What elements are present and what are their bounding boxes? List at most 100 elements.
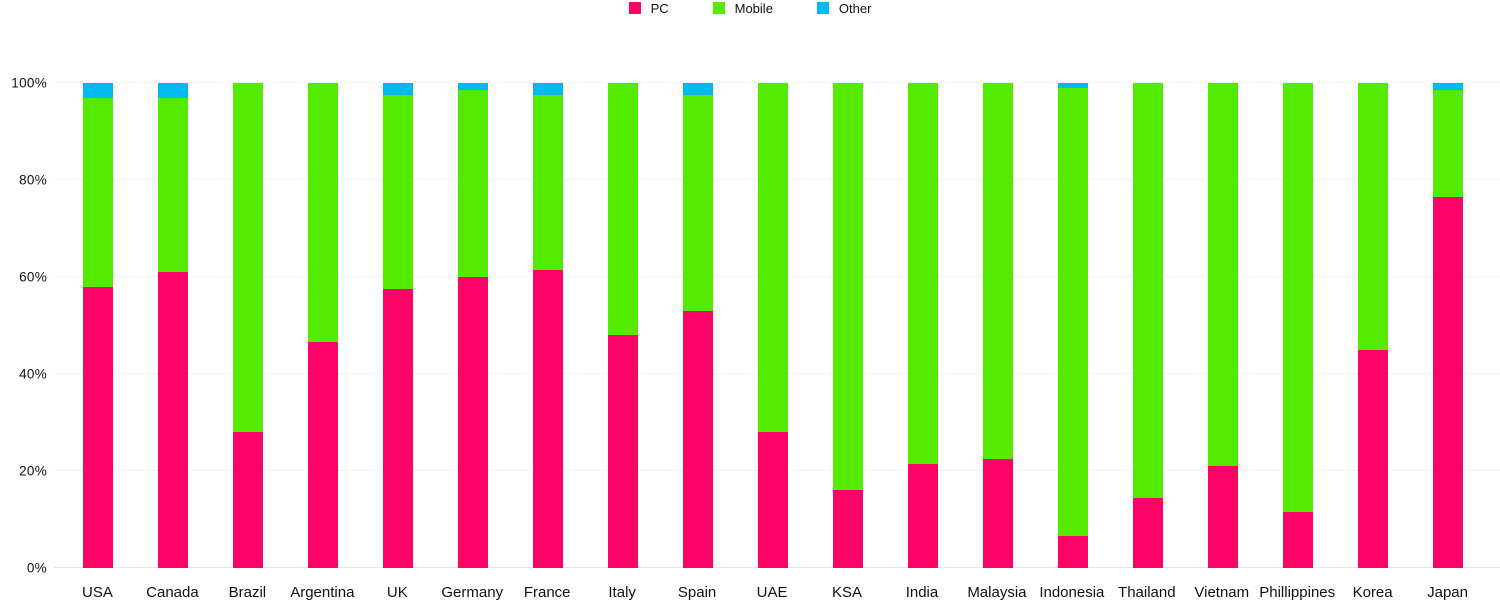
y-tick-label-60: 60% (19, 269, 47, 285)
bar-segment-pc-canada (157, 272, 188, 568)
bar-vietnam (1207, 83, 1238, 568)
y-tick-label-40: 40% (19, 366, 47, 382)
bar-segment-mobile-thailand (1132, 83, 1163, 498)
bar-segment-pc-uk (382, 289, 413, 568)
y-axis: 0% 20% 40% 60% 80% 100% (0, 76, 47, 576)
x-tick-label-indonesia: Indonesia (1039, 584, 1105, 601)
bar-segment-other-germany (457, 83, 488, 91)
legend-swatch-icon (816, 2, 829, 14)
bar-segment-pc-italy (607, 335, 638, 568)
y-tick-label-100: 100% (11, 75, 47, 91)
legend-item-mobile[interactable]: Mobile (712, 0, 773, 16)
bar-brazil (232, 83, 263, 568)
bar-canada (157, 83, 188, 568)
bar-segment-pc-germany (457, 277, 488, 568)
bar-segment-pc-spain (682, 310, 713, 568)
bar-malaysia (982, 83, 1013, 568)
bar-japan (1432, 83, 1463, 568)
bar-slot-ksa (810, 83, 885, 568)
bar-segment-pc-phillippines (1282, 512, 1313, 568)
bar-argentina (307, 83, 338, 568)
legend-swatch-icon (628, 2, 641, 14)
bar-thailand (1132, 83, 1163, 568)
bar-uae (757, 83, 788, 568)
bar-slot-phillippines (1260, 83, 1335, 568)
bar-phillippines (1282, 83, 1313, 568)
bar-slot-france (510, 83, 585, 568)
bar-slot-uk (360, 83, 435, 568)
bar-slot-germany (435, 83, 510, 568)
bar-slot-indonesia (1035, 83, 1110, 568)
bar-germany (457, 83, 488, 568)
x-tick-label-germany: Germany (441, 584, 504, 601)
x-tick-label-brazil: Brazil (228, 584, 267, 601)
legend-item-other[interactable]: Other (816, 0, 872, 16)
bar-segment-pc-india (907, 463, 938, 568)
bar-segment-mobile-france (532, 95, 563, 270)
bar-italy (607, 83, 638, 568)
bar-segment-other-indonesia (1057, 83, 1088, 88)
y-tick-label-0: 0% (26, 560, 47, 576)
legend-label: Mobile (734, 0, 773, 16)
bar-korea (1357, 83, 1388, 568)
legend-item-pc[interactable]: PC (628, 0, 669, 16)
bar-segment-mobile-spain (682, 95, 713, 311)
y-tick-label-80: 80% (19, 172, 47, 188)
x-tick-label-argentina: Argentina (290, 584, 355, 601)
x-tick-label-italy: Italy (608, 584, 636, 601)
bar-slot-uae (735, 83, 810, 568)
x-tick-label-spain: Spain (677, 584, 717, 601)
bar-segment-mobile-uae (757, 83, 788, 433)
bar-india (907, 83, 938, 568)
bar-segment-pc-vietnam (1207, 466, 1238, 568)
bar-slot-japan (1410, 83, 1485, 568)
bar-segment-pc-korea (1357, 349, 1388, 568)
bar-slot-malaysia (960, 83, 1035, 568)
bar-slot-canada (135, 83, 210, 568)
x-tick-label-japan: Japan (1427, 584, 1468, 601)
bar-segment-mobile-vietnam (1207, 83, 1238, 467)
x-tick-label-korea: Korea (1352, 584, 1393, 601)
bar-slot-vietnam (1185, 83, 1260, 568)
bar-segment-other-canada (157, 83, 188, 98)
bar-segment-pc-usa (82, 286, 113, 568)
x-tick-label-malaysia: Malaysia (967, 584, 1027, 601)
bar-usa (82, 83, 113, 568)
bar-slot-thailand (1110, 83, 1185, 568)
bar-segment-mobile-indonesia (1057, 87, 1088, 537)
bar-segment-mobile-germany (457, 90, 488, 277)
bar-segment-mobile-brazil (232, 83, 263, 433)
bar-slot-korea (1335, 83, 1410, 568)
bar-slot-india (885, 83, 960, 568)
bar-slot-italy (585, 83, 660, 568)
bar-segment-mobile-uk (382, 95, 413, 290)
y-tick-label-20: 20% (19, 463, 47, 479)
bar-segment-mobile-malaysia (982, 83, 1013, 459)
bar-segment-mobile-canada (157, 97, 188, 273)
bar-segment-mobile-argentina (307, 83, 338, 343)
bar-segment-pc-ksa (832, 490, 863, 568)
bar-segment-other-japan (1432, 83, 1463, 91)
bar-segment-mobile-italy (607, 83, 638, 336)
bar-segment-pc-uae (757, 432, 788, 568)
bar-segment-mobile-korea (1357, 83, 1388, 350)
bar-segment-other-uk (382, 83, 413, 96)
bar-slot-spain (660, 83, 735, 568)
legend-label: PC (650, 0, 669, 16)
bar-segment-pc-malaysia (982, 458, 1013, 568)
x-tick-label-phillippines: Phillippines (1259, 584, 1336, 601)
bar-indonesia (1057, 83, 1088, 568)
x-axis: USA Canada Brazil Argentina UK Germany France I… (60, 584, 1485, 601)
bar-segment-pc-argentina (307, 342, 338, 568)
bar-segment-mobile-japan (1432, 90, 1463, 197)
x-tick-label-canada: Canada (146, 584, 199, 601)
bar-segment-mobile-phillippines (1282, 83, 1313, 513)
x-tick-label-usa: USA (82, 584, 113, 601)
x-tick-label-uae: UAE (756, 584, 788, 601)
plot-area (60, 83, 1485, 568)
legend-label: Other (838, 0, 872, 16)
bar-france (532, 83, 563, 568)
x-tick-label-thailand: Thailand (1118, 584, 1176, 601)
bar-segment-mobile-usa (82, 97, 113, 287)
